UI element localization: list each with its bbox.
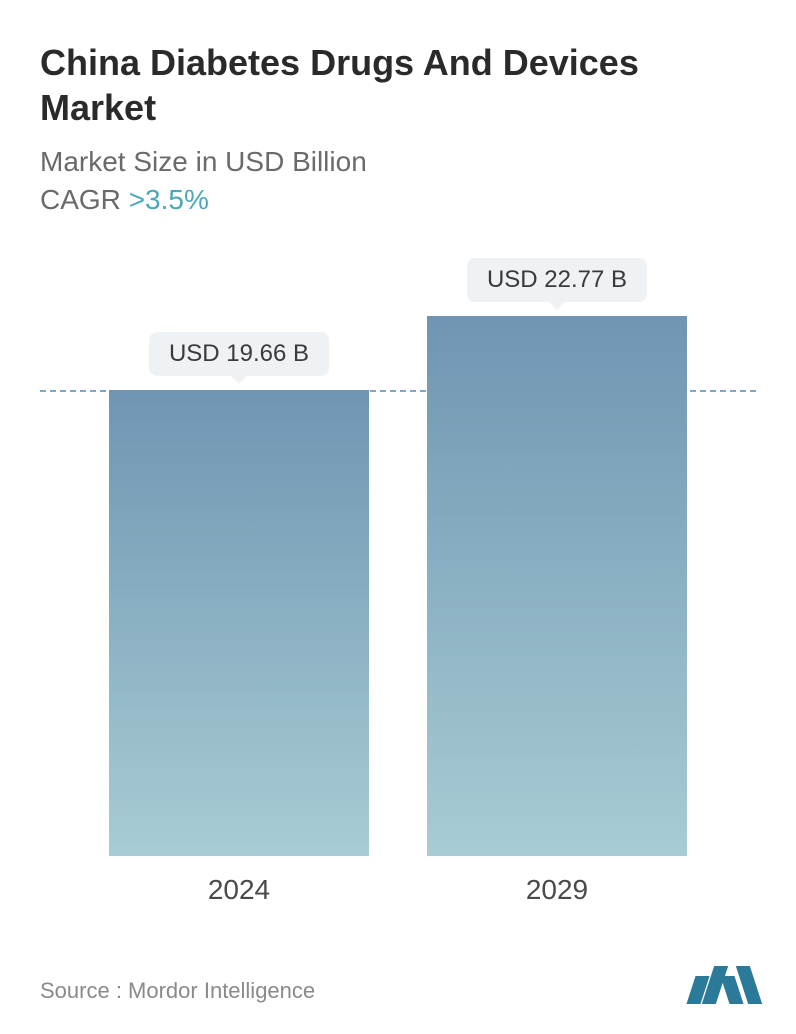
cagr-label: CAGR xyxy=(40,184,129,215)
footer: Source : Mordor Intelligence xyxy=(40,966,756,1004)
bars-container: USD 19.66 BUSD 22.77 B xyxy=(40,266,756,856)
bar-group-2024: USD 19.66 B xyxy=(109,332,369,856)
x-axis-labels: 2024 2029 xyxy=(40,874,756,906)
value-badge: USD 22.77 B xyxy=(467,258,647,302)
bar-group-2029: USD 22.77 B xyxy=(427,258,687,856)
chart-subtitle: Market Size in USD Billion xyxy=(40,146,756,178)
bar xyxy=(427,316,687,856)
mordor-logo-icon xyxy=(691,966,756,1004)
cagr-value: >3.5% xyxy=(129,184,209,215)
value-badge: USD 19.66 B xyxy=(149,332,329,376)
x-axis-label: 2029 xyxy=(427,874,687,906)
chart-title: China Diabetes Drugs And Devices Market xyxy=(40,40,756,130)
source-attribution: Source : Mordor Intelligence xyxy=(40,978,315,1004)
bar xyxy=(109,390,369,856)
chart-area: USD 19.66 BUSD 22.77 B 2024 2029 xyxy=(40,266,756,906)
cagr-line: CAGR >3.5% xyxy=(40,184,756,216)
x-axis-label: 2024 xyxy=(109,874,369,906)
